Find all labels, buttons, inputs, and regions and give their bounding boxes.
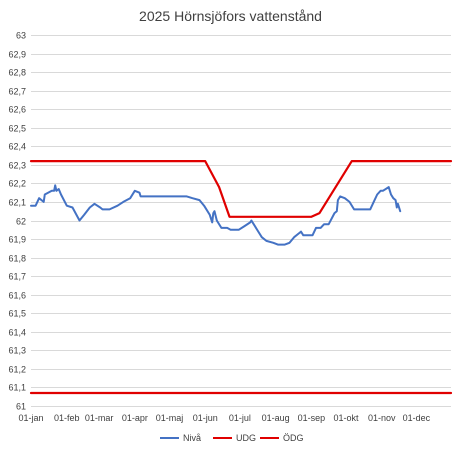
x-tick-label: 01-mar — [85, 413, 114, 423]
y-tick-label: 62,7 — [8, 87, 26, 97]
y-tick-label: 61 — [16, 402, 26, 412]
x-tick-label: 01-okt — [333, 413, 359, 423]
y-tick-label: 61,7 — [8, 272, 26, 282]
y-tick-label: 62,1 — [8, 198, 26, 208]
chart-title: 2025 Hörnsjöfors vattenstånd — [139, 8, 322, 24]
series-lines — [29, 160, 453, 395]
y-tick-label: 61,2 — [8, 365, 26, 375]
x-tick-label: 01-jun — [193, 413, 218, 423]
x-tick-label: 01-apr — [122, 413, 148, 423]
x-tick-label: 01-aug — [262, 413, 290, 423]
y-tick-label: 62,9 — [8, 50, 26, 60]
y-tick-label: 61,1 — [8, 383, 26, 393]
y-tick-label: 61,9 — [8, 235, 26, 245]
series-line-1 — [30, 184, 402, 246]
legend-label: ÖDG — [283, 433, 304, 443]
x-tick-label: 01-dec — [403, 413, 431, 423]
x-axis-ticks: 01-jan 01-feb 01-mar 01-apr 01-maj 01-jun 01-j… — [18, 413, 430, 423]
y-tick-label: 63 — [16, 31, 26, 41]
legend-label: UDG — [236, 433, 256, 443]
x-tick-label: 01-nov — [368, 413, 396, 423]
series-line-2 — [29, 160, 453, 218]
y-tick-label: 61,4 — [8, 328, 26, 338]
x-tick-label: 01-maj — [156, 413, 184, 423]
y-tick-label: 61,3 — [8, 346, 26, 356]
y-tick-label: 62,8 — [8, 68, 26, 78]
legend-label: Nivå — [183, 433, 201, 443]
y-tick-label: 62 — [16, 217, 26, 227]
y-tick-label: 61,6 — [8, 291, 26, 301]
x-tick-label: 01-feb — [54, 413, 80, 423]
y-tick-label: 61,5 — [8, 309, 26, 319]
gridlines — [31, 35, 451, 407]
y-tick-label: 61,8 — [8, 254, 26, 264]
y-tick-label: 62,5 — [8, 124, 26, 134]
y-tick-label: 62,4 — [8, 142, 26, 152]
y-tick-label: 62,3 — [8, 161, 26, 171]
x-tick-label: 01-jan — [18, 413, 43, 423]
y-tick-label: 62,6 — [8, 105, 26, 115]
x-tick-label: 01-sep — [298, 413, 326, 423]
legend: Nivå UDG ÖDG — [160, 433, 304, 443]
x-tick-label: 01-jul — [229, 413, 251, 423]
y-tick-label: 62,2 — [8, 179, 26, 189]
y-axis-ticks: 61 61,1 61,2 61,3 61,4 61,5 61,6 61,7 61,8 61,9 62… — [8, 31, 26, 412]
